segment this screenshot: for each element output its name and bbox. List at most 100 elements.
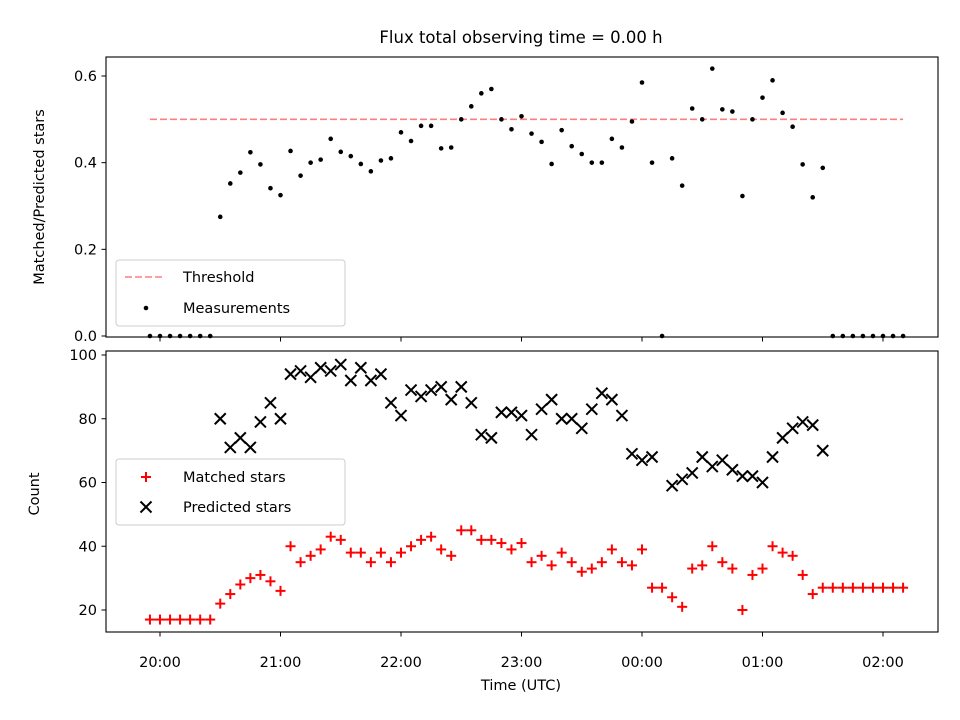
- x-stroke-b: [139, 500, 153, 514]
- legend-predicted-swatch: [139, 500, 153, 514]
- matched-star-point: [406, 541, 417, 552]
- matched-star-point: [345, 547, 356, 558]
- matched-star-point: [436, 544, 447, 555]
- x-stroke-b: [264, 396, 277, 410]
- matched-star-point: [305, 550, 316, 561]
- measurement-point: [227, 181, 233, 186]
- predicted-star-point: [716, 453, 729, 467]
- measurement-point: [207, 333, 213, 339]
- x-stroke-b: [505, 406, 518, 419]
- matched-star-point: [777, 547, 788, 558]
- measurement-point: [408, 138, 414, 144]
- matched-star-point: [165, 614, 176, 625]
- predicted-star-point: [686, 466, 699, 480]
- measurement-point: [479, 91, 484, 96]
- predicted-star-point: [816, 444, 829, 457]
- predicted-star-point: [404, 383, 418, 397]
- x-stroke-b: [806, 418, 819, 432]
- matched-star-point: [295, 557, 306, 568]
- predicted-star-point: [244, 441, 257, 454]
- measurement-point: [358, 161, 364, 167]
- legend-predicted-label: Predicted stars: [183, 500, 291, 516]
- matched-star-point: [536, 550, 547, 561]
- matched-star-point: [245, 573, 256, 584]
- x-stroke-b: [776, 431, 789, 445]
- predicted-star-point: [585, 402, 598, 416]
- predicted-star-point: [555, 412, 568, 425]
- top-legend: Threshold Measurements: [115, 259, 346, 327]
- matched-star-point: [657, 582, 668, 593]
- measurement-point: [348, 153, 354, 159]
- predicted-star-point: [294, 364, 307, 378]
- predicted-star-point: [324, 364, 337, 378]
- matched-star-point: [516, 538, 527, 549]
- x-stroke-b: [706, 460, 719, 473]
- x-stroke-b: [766, 450, 779, 464]
- measurement-point: [659, 333, 665, 339]
- x-stroke-b: [535, 402, 548, 416]
- x-stroke-b: [625, 447, 639, 461]
- predicted-star-point: [455, 380, 468, 394]
- matched-star-point: [476, 534, 487, 545]
- measurement-point: [217, 214, 223, 220]
- predicted-star-point: [264, 396, 277, 410]
- predicted-star-point: [545, 393, 558, 406]
- legend-measurements-swatch: [143, 305, 149, 311]
- measurement-point: [589, 160, 595, 165]
- x-tick-label: 01:00: [742, 655, 784, 671]
- matched-star-point: [141, 472, 151, 482]
- predicted-star-point: [344, 374, 357, 387]
- predicted-star-point: [675, 473, 689, 486]
- x-stroke-b: [274, 412, 287, 425]
- measurement-point: [278, 192, 283, 198]
- measurement-point: [438, 146, 444, 151]
- measurement-point: [468, 104, 474, 109]
- predicted-star-point: [625, 447, 639, 461]
- matched-star-point: [647, 582, 658, 593]
- measurement-point: [760, 95, 765, 100]
- matched-star-point: [747, 569, 758, 580]
- predicted-star-point: [525, 428, 538, 441]
- measurement-point: [258, 162, 263, 167]
- measurement-point: [177, 333, 183, 339]
- matched-star-point: [847, 582, 858, 593]
- predicted-star-point: [495, 406, 508, 419]
- y-tick-label: 0.0: [74, 329, 97, 345]
- measurement-point: [699, 117, 705, 122]
- x-stroke-b: [575, 422, 588, 435]
- matched-star-point: [225, 589, 236, 600]
- matched-star-point: [566, 557, 577, 568]
- matched-star-point: [144, 614, 155, 625]
- x-stroke-b: [665, 479, 679, 492]
- x-stroke-b: [675, 473, 689, 486]
- predicted-star-point: [445, 393, 458, 406]
- predicted-star-point: [485, 431, 498, 445]
- predicted-star-point: [224, 441, 237, 454]
- predicted-star-point: [645, 450, 659, 464]
- matched-star-point: [857, 582, 868, 593]
- y-tick-label: 0.2: [74, 242, 97, 258]
- predicted-star-point: [424, 383, 438, 397]
- measurement-point: [509, 127, 514, 132]
- predicted-star-point: [665, 479, 679, 492]
- matched-star-point: [667, 592, 678, 603]
- top-panel: 0.0 0.2 0.4 0.6 Matched/Predicted stars Thr…: [32, 56, 939, 345]
- matched-star-point: [616, 557, 627, 568]
- x-stroke-b: [284, 367, 297, 381]
- matched-star-point: [486, 534, 497, 545]
- x-stroke-b: [645, 450, 659, 464]
- predicted-star-point: [364, 374, 378, 387]
- x-stroke-b: [465, 396, 478, 410]
- x-stroke-b: [384, 396, 398, 410]
- measurement-point: [790, 124, 795, 129]
- matched-star-point: [867, 582, 878, 593]
- x-stroke-b: [495, 406, 508, 419]
- measurement-point: [679, 183, 685, 188]
- x-stroke-b: [404, 383, 418, 397]
- matched-star-point: [727, 563, 738, 574]
- x-stroke-b: [254, 415, 267, 429]
- predicted-star-point: [274, 412, 287, 425]
- matched-star-point: [626, 560, 637, 571]
- predicted-star-point: [304, 371, 317, 384]
- x-stroke-b: [414, 390, 428, 403]
